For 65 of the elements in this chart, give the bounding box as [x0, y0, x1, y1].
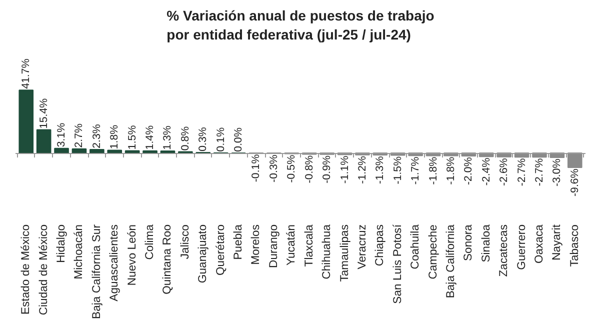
x-tick-label: Oaxaca: [533, 224, 546, 264]
data-label: -0.1%: [250, 154, 262, 182]
data-label: 1.3%: [162, 125, 174, 150]
data-label: -1.3%: [374, 156, 386, 184]
x-tick-label: Guerrero: [516, 224, 528, 270]
data-label: -0.5%: [286, 154, 298, 183]
data-label: -1.1%: [338, 155, 351, 184]
data-label: -1.5%: [392, 156, 404, 184]
data-label: -1.7%: [410, 156, 422, 185]
x-tick-label: Yucatán: [286, 224, 298, 266]
x-tick-label: Nayarit: [551, 224, 564, 260]
data-label: 3.1%: [56, 122, 68, 148]
data-label: 15.4%: [38, 98, 50, 129]
data-label: 1.8%: [108, 124, 121, 150]
data-label: -2.4%: [480, 157, 492, 186]
x-tick-label: Jalisco: [179, 224, 192, 260]
x-tick-label: Veracruz: [356, 224, 368, 270]
x-tick-label: Baja California: [444, 224, 457, 298]
x-tick-label: Tlaxcala: [303, 224, 316, 267]
data-label: -1.8%: [444, 156, 457, 185]
data-label: -2.6%: [498, 158, 510, 186]
data-label: 0.3%: [197, 126, 210, 152]
x-tick-label: Tabasco: [568, 224, 581, 267]
data-label: 1.5%: [126, 124, 138, 150]
x-tick-label: Guanajuato: [197, 224, 210, 284]
x-tick-label: Michoacán: [73, 224, 86, 280]
x-tick-label: Baja California Sur: [90, 224, 103, 319]
x-tick-label: Querétaro: [214, 224, 227, 276]
data-label: -3.0%: [551, 158, 564, 187]
data-label: 41.7%: [20, 58, 32, 89]
data-label: 2.3%: [90, 124, 103, 148]
data-label: -0.9%: [321, 155, 334, 184]
x-tick-label: Colima: [144, 224, 156, 260]
x-tick-label: San Luis Potosí: [392, 224, 404, 304]
x-tick-label: Aguascalientes: [108, 224, 121, 302]
x-tick-label: Hidalgo: [56, 224, 68, 263]
data-label: -2.0%: [462, 156, 475, 186]
data-label: 0.8%: [179, 126, 192, 151]
x-tick-label: Morelos: [250, 224, 262, 265]
x-tick-label: Puebla: [232, 224, 245, 260]
data-label: -1.8%: [427, 156, 440, 185]
x-tick-label: Ciudad de México: [38, 224, 50, 316]
x-tick-label: Sonora: [462, 224, 475, 262]
data-label: -1.2%: [356, 155, 368, 184]
data-label: 0.1%: [214, 126, 227, 152]
x-tick-label: Tamaulipas: [338, 224, 351, 282]
data-label: -0.3%: [268, 154, 280, 182]
data-label: -0.8%: [303, 154, 316, 184]
data-label: -2.7%: [516, 158, 528, 186]
x-tick-label: Durango: [268, 224, 280, 268]
data-label: 2.7%: [73, 122, 86, 148]
x-tick-label: Sinaloa: [480, 224, 492, 262]
x-tick-label: Chiapas: [374, 224, 386, 266]
data-label: -2.7%: [533, 158, 546, 186]
chart-title: % Variación anual de puestos de trabajo por entidad federativa (jul-25 / jul-24): [166, 7, 434, 42]
data-label: 0.0%: [232, 127, 245, 152]
data-label: 1.4%: [144, 124, 156, 150]
x-tick-label: Estado de México: [20, 224, 32, 315]
x-tick-label: Quintana Roo: [162, 224, 174, 294]
data-label: -9.6%: [568, 168, 581, 196]
x-tick-label: Zacatecas: [498, 224, 510, 277]
x-tick-label: Coahuila: [410, 224, 422, 270]
x-tick-label: Campeche: [427, 224, 440, 280]
x-tick-label: Chihuahua: [321, 224, 334, 280]
x-tick-label: Nuevo León: [126, 224, 138, 286]
